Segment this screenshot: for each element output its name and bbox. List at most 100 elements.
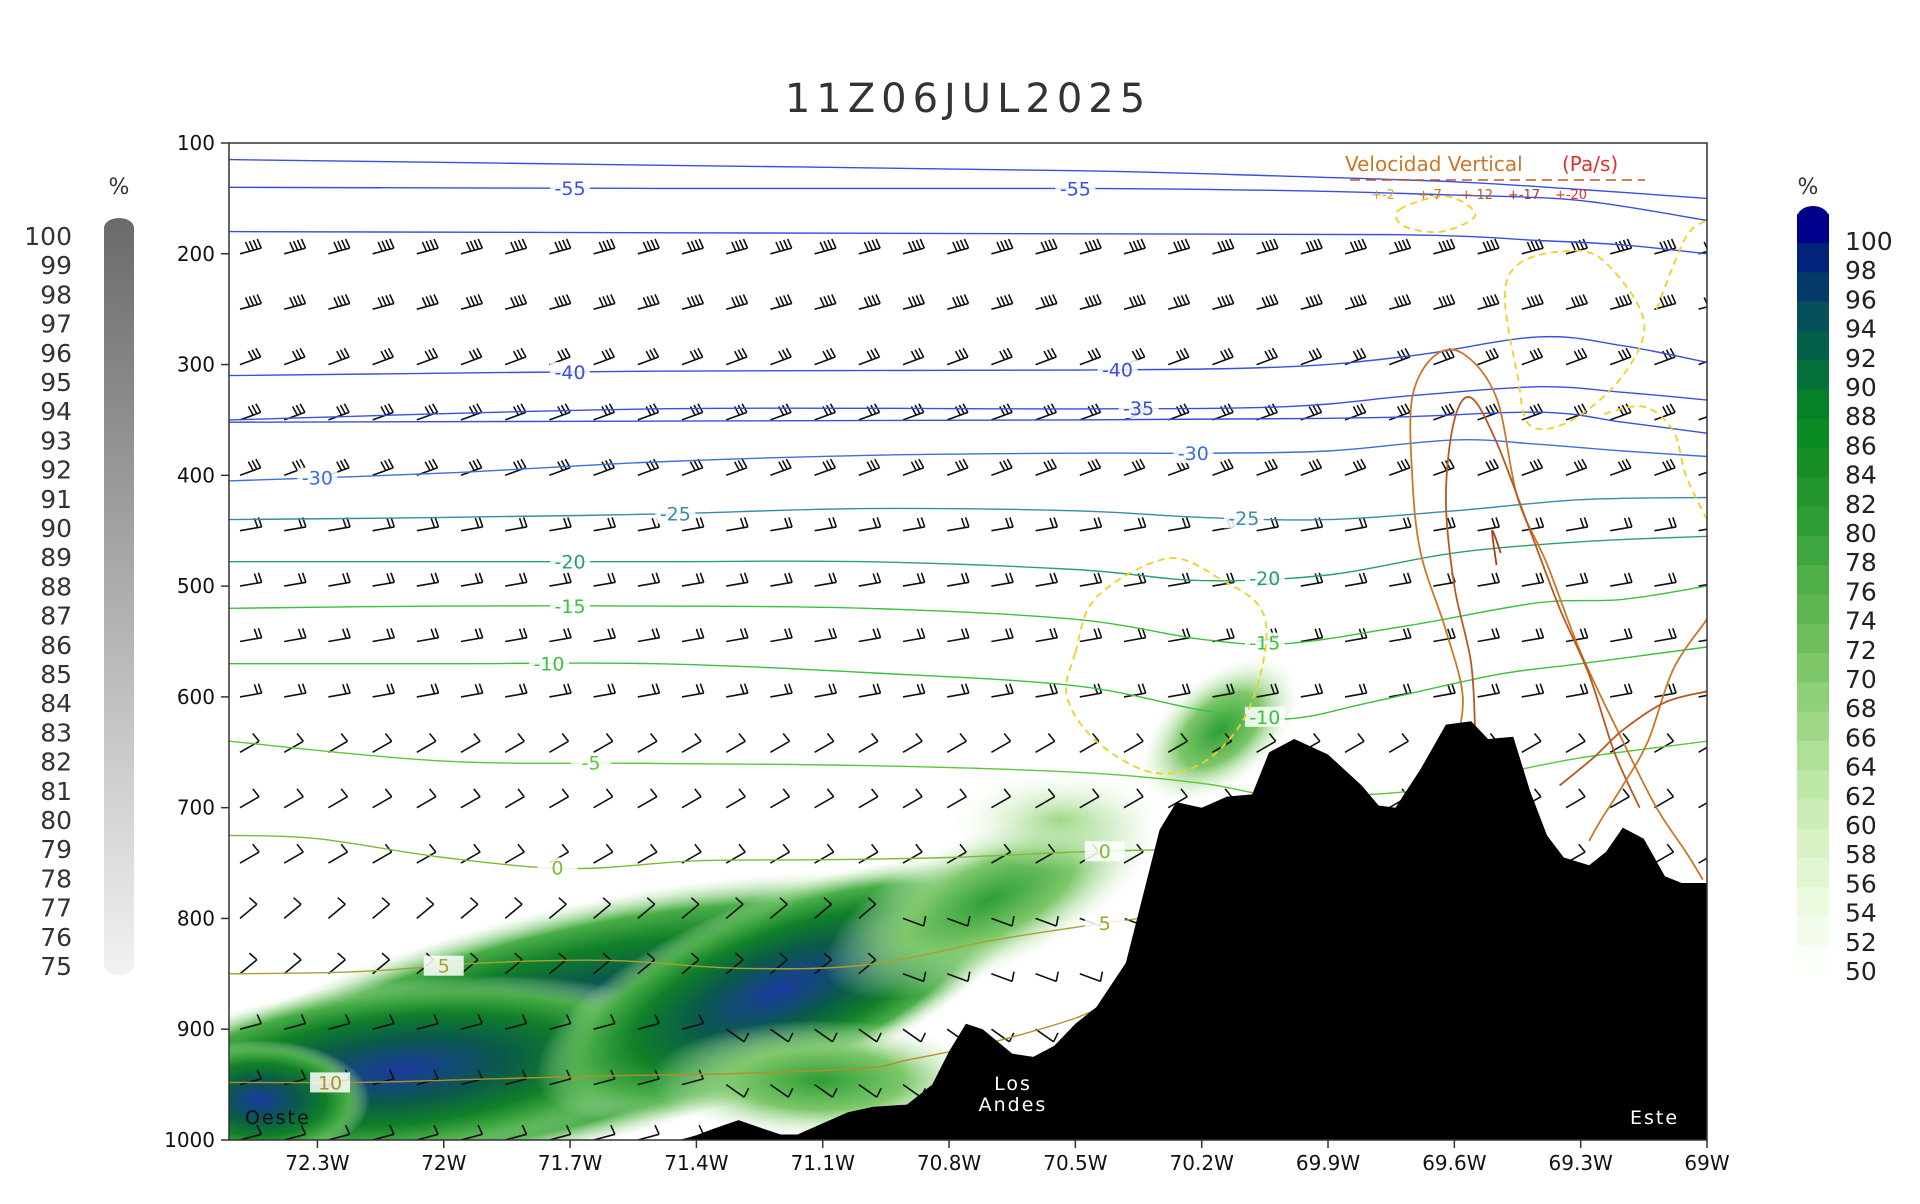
wind-barb (1521, 458, 1544, 477)
left-colorbar-label: 87 (40, 602, 72, 631)
right-colorbar-segment (1797, 565, 1829, 596)
right-colorbar-label: 72 (1845, 636, 1877, 665)
right-colorbar-segment (1797, 887, 1829, 918)
wind-barb (814, 403, 837, 421)
wind-barb (1344, 238, 1368, 255)
wind-barb (814, 788, 835, 809)
wind-barb (770, 627, 793, 643)
wind-barb (1477, 403, 1500, 421)
wind-barb (726, 517, 749, 532)
wind-barb (991, 971, 1015, 983)
wind-barb (549, 403, 571, 421)
wind-barb (328, 458, 350, 477)
wind-barb (372, 1014, 395, 1030)
wind-barb (1565, 458, 1588, 477)
wind-barb (1433, 238, 1456, 255)
wind-barb (593, 294, 616, 310)
wind-barb (283, 294, 307, 310)
wind-barb (416, 572, 440, 587)
wind-barb (858, 572, 882, 587)
isotherm-label: -10 (1249, 707, 1280, 729)
wind-barb (1300, 683, 1324, 698)
isotherm-label: -5 (582, 753, 601, 775)
left-colorbar-label: 97 (40, 310, 72, 339)
wind-barb (548, 897, 567, 920)
wind-barb (858, 1139, 861, 1140)
wind-barb (1389, 683, 1412, 698)
wind-barb (1212, 572, 1235, 587)
left-colorbar-label: 91 (40, 485, 72, 514)
wind-barb (549, 1124, 572, 1140)
wind-barb (637, 458, 660, 477)
wind-barb (637, 572, 661, 587)
wind-barb (593, 238, 616, 255)
wind-barb (681, 1014, 705, 1030)
left-colorbar-label: 94 (40, 397, 72, 426)
wind-barb (460, 732, 481, 753)
wind-barb (770, 347, 792, 366)
right-colorbar-label: 54 (1845, 899, 1877, 928)
wind-barb (283, 843, 304, 864)
wind-barb (1610, 1139, 1612, 1140)
wind-barb (1344, 347, 1367, 366)
wind-barb (1610, 517, 1633, 532)
wind-barb (725, 294, 749, 310)
isotherm-label-bg (550, 551, 591, 572)
x-tick-label: 72.3W (285, 1151, 350, 1175)
vv-legend-level: +-12 (1461, 188, 1493, 203)
isotherm-label: -40 (1102, 359, 1133, 381)
wind-barb (548, 952, 567, 975)
right-colorbar-segment (1797, 623, 1829, 654)
wind-barb (593, 1124, 616, 1140)
isotherm-label-bg (550, 178, 591, 199)
wind-barb (372, 732, 393, 753)
wind-barb (416, 788, 437, 809)
wind-barb (1609, 294, 1633, 310)
wind-barb (1123, 732, 1144, 753)
wind-barb (1477, 517, 1501, 532)
wind-barb (239, 788, 260, 809)
wind-barb (284, 572, 307, 587)
left-colorbar-label: 76 (40, 923, 72, 952)
omega-contour (1395, 195, 1477, 233)
isotherm-label: -20 (1249, 568, 1280, 590)
vv-legend-title: Velocidad Vertical (1345, 152, 1523, 176)
right-colorbar-label: 92 (1845, 344, 1877, 373)
left-colorbar-label: 99 (40, 251, 72, 280)
wind-barb (239, 897, 258, 920)
wind-barb (725, 238, 749, 255)
omega-contour (1559, 690, 1707, 787)
left-colorbar-bar (104, 218, 134, 975)
wind-barb (814, 347, 837, 366)
wind-barb (504, 843, 525, 864)
isotherm-line (229, 158, 1707, 200)
wind-barb (416, 627, 440, 643)
wind-barb (991, 403, 1013, 421)
wind-barb (283, 788, 304, 809)
wind-barb (1521, 403, 1544, 421)
wind-barb (239, 458, 262, 477)
wind-barb (1521, 683, 1545, 698)
wind-barb (991, 347, 1013, 366)
wind-barb (1698, 639, 1707, 643)
wind-barb (1167, 732, 1188, 753)
wind-barb (946, 458, 969, 477)
left-colorbar-label: 95 (40, 368, 72, 397)
wind-barb (991, 458, 1013, 477)
wind-barb (681, 517, 705, 532)
right-colorbar-segment (1797, 711, 1829, 742)
wind-barb (1433, 347, 1455, 366)
wind-barb (1565, 517, 1589, 532)
wind-barb (947, 517, 970, 532)
wind-barb (902, 732, 923, 753)
isotherm-label-bg (1244, 632, 1285, 653)
wind-barb (1610, 683, 1633, 698)
wind-barb (593, 458, 616, 477)
wind-barb (1212, 238, 1235, 255)
wind-barb (991, 238, 1014, 255)
wind-barb (1079, 683, 1103, 698)
wind-barb (1212, 347, 1234, 366)
wind-barb (769, 1083, 794, 1098)
label-oeste: Oeste (245, 1107, 311, 1129)
wind-barb (946, 403, 969, 421)
